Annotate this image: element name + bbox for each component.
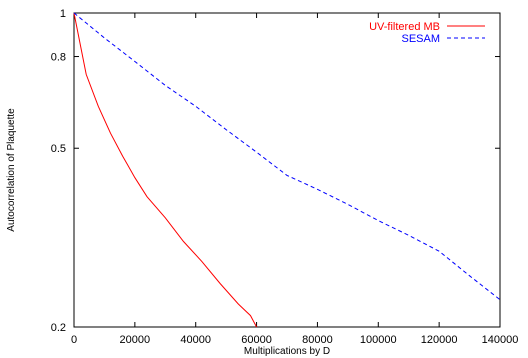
y-axis-ticks: 0.2 0.5 0.8 1: [51, 8, 500, 334]
y-tick-label: 1: [60, 8, 66, 20]
x-tick-label: 100000: [360, 334, 397, 346]
plot-frame: [73, 12, 501, 328]
x-tick-label: 40000: [180, 334, 211, 346]
x-tick-label: 80000: [302, 334, 333, 346]
x-tick-label: 120000: [421, 334, 458, 346]
series-line-sesam: [73, 12, 501, 301]
x-axis-ticks: 0 20000 40000 60000 80000 100000 120000 140000: [71, 13, 518, 346]
series-lines: [73, 12, 501, 328]
y-tick-label: 0.5: [51, 143, 66, 155]
y-tick-label: 0.2: [51, 322, 66, 334]
x-tick-label: 60000: [241, 334, 272, 346]
y-tick-label: 0.8: [51, 52, 66, 64]
x-axis-label: Multiplications by D: [244, 346, 330, 357]
x-tick-label: 140000: [482, 334, 519, 346]
x-tick-label: 0: [71, 334, 77, 346]
series-line-uv-filtered-mb: [73, 12, 258, 328]
legend-label: UV-filtered MB: [369, 21, 440, 33]
x-tick-label: 20000: [120, 334, 151, 346]
y-axis-label: Autocorrelation of Plaquette: [6, 108, 17, 232]
legend-label: SESAM: [401, 33, 440, 45]
